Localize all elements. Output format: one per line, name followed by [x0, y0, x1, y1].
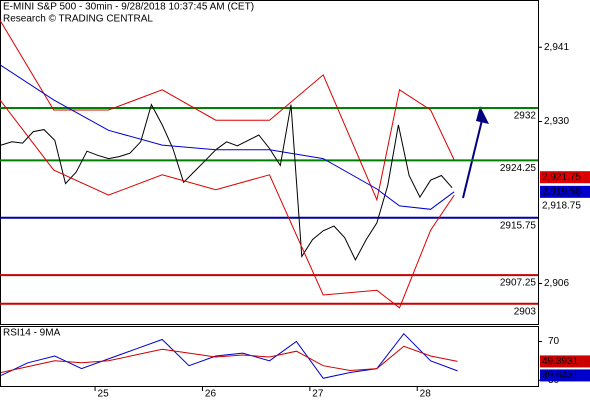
rsi-tick-label: 70 [548, 336, 560, 347]
rsi-value-label: 39.6431 [542, 370, 579, 381]
price-box [540, 171, 590, 184]
rsi-box [540, 355, 590, 368]
level-label: 2932 [514, 111, 537, 122]
indicator-line [0, 20, 455, 202]
rsi-value-label: 49.3931 [542, 356, 579, 367]
y-tick-label: 2,941 [544, 42, 569, 53]
rsi-box [540, 369, 590, 382]
rsi-line [0, 332, 458, 379]
price-box [540, 185, 590, 198]
arrow [462, 119, 483, 199]
x-tick-label: 26 [205, 389, 217, 400]
price-panel [0, 0, 539, 325]
chart-title: E-MINI S&P 500 - 30min - 9/28/2018 10:37… [3, 2, 254, 13]
y-tick-label: 2,930 [544, 116, 569, 127]
chart-subtitle: Research © TRADING CENTRAL [3, 14, 153, 25]
rsi-title: RSI14 - 9MA [3, 328, 61, 339]
price-label: 2,918.75 [542, 200, 581, 211]
price-label: 2,921.75 [542, 172, 581, 183]
indicator-line [0, 64, 455, 210]
x-tick-label: 27 [312, 389, 324, 400]
price-line [0, 103, 453, 262]
y-tick-label: 2,906 [544, 278, 569, 289]
level-label: 2903 [514, 306, 537, 317]
indicator-line [0, 99, 455, 309]
level-label: 2924.25 [500, 163, 537, 174]
x-tick-label: 25 [98, 389, 110, 400]
price-label: 2,919.58 [542, 186, 581, 197]
arrow-head [476, 106, 489, 124]
x-tick-label: 28 [420, 389, 432, 400]
rsi-line [0, 345, 458, 373]
level-label: 2907.25 [500, 278, 537, 289]
level-label: 2915.75 [500, 220, 537, 231]
